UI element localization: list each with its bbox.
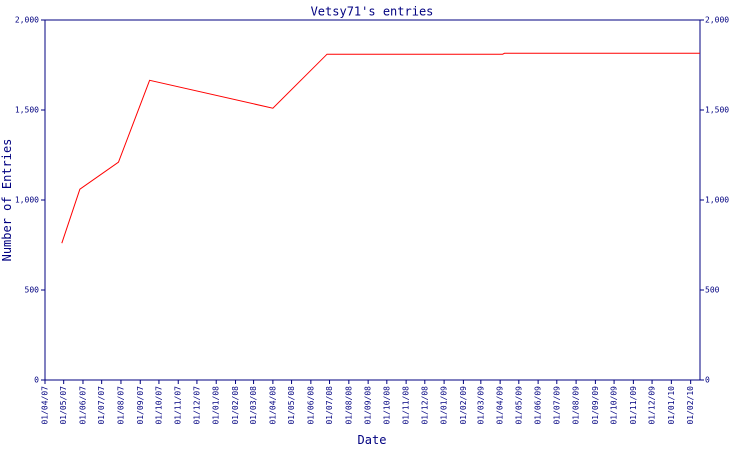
x-tick-label: 01/06/07: [78, 386, 87, 425]
y2-tick-label: 1,500: [705, 106, 729, 115]
y-axis-label: Number of Entries: [0, 139, 14, 262]
x-tick-label: 01/07/09: [552, 386, 561, 425]
x-tick-label: 01/04/09: [496, 386, 505, 425]
plot-frame: [44, 19, 701, 381]
x-tick-label: 01/02/08: [231, 386, 240, 425]
x-tick-label: 01/10/08: [382, 386, 391, 425]
y-tick-label: 2,000: [15, 16, 39, 25]
x-tick-label: 01/01/09: [440, 386, 449, 425]
x-tick-label: 01/09/08: [364, 386, 373, 425]
y-tick-label: 500: [25, 286, 40, 295]
x-tick-label: 01/08/07: [116, 386, 125, 425]
x-tick-label: 01/08/09: [572, 386, 581, 425]
chart-title: Vetsy71's entries: [311, 5, 434, 19]
x-tick-label: 01/12/08: [420, 386, 429, 425]
x-tick-label: 01/04/07: [41, 386, 50, 425]
x-tick-label: 01/09/09: [591, 386, 600, 425]
x-tick-label: 01/04/08: [268, 386, 277, 425]
x-tick-label: 01/08/08: [344, 386, 353, 425]
x-tick-label: 01/11/09: [629, 386, 638, 425]
x-tick-label: 01/03/09: [476, 386, 485, 425]
y2-tick-label: 1,000: [705, 196, 729, 205]
x-tick-label: 01/10/09: [610, 386, 619, 425]
y2-tick-label: 500: [705, 286, 720, 295]
x-tick-label: 01/06/08: [306, 386, 315, 425]
y-tick-label: 1,500: [15, 106, 39, 115]
x-tick-label: 01/05/08: [287, 386, 296, 425]
x-axis-label: Date: [358, 433, 387, 447]
x-tick-label: 01/07/07: [97, 386, 106, 425]
x-tick-label: 01/12/09: [648, 386, 657, 425]
y-tick-label: 0: [34, 376, 39, 385]
x-tick-label: 01/09/07: [136, 386, 145, 425]
x-tick-label: 01/12/07: [192, 386, 201, 425]
x-tick-label: 01/01/10: [667, 386, 676, 425]
y2-tick-label: 2,000: [705, 16, 729, 25]
x-tick-label: 01/02/10: [686, 386, 695, 425]
x-tick-label: 01/11/07: [174, 386, 183, 425]
y2-tick-label: 0: [705, 376, 710, 385]
x-tick-label: 01/03/08: [249, 386, 258, 425]
x-tick-label: 01/07/08: [325, 386, 334, 425]
data-line: [61, 52, 700, 244]
x-tick-label: 01/05/07: [59, 386, 68, 425]
x-tick-label: 01/01/08: [212, 386, 221, 425]
x-tick-label: 01/06/09: [534, 386, 543, 425]
x-tick-label: 01/11/08: [402, 386, 411, 425]
y-tick-label: 1,000: [15, 196, 39, 205]
x-tick-label: 01/10/07: [154, 386, 163, 425]
x-tick-label: 01/05/09: [514, 386, 523, 425]
x-tick-label: 01/02/09: [459, 386, 468, 425]
